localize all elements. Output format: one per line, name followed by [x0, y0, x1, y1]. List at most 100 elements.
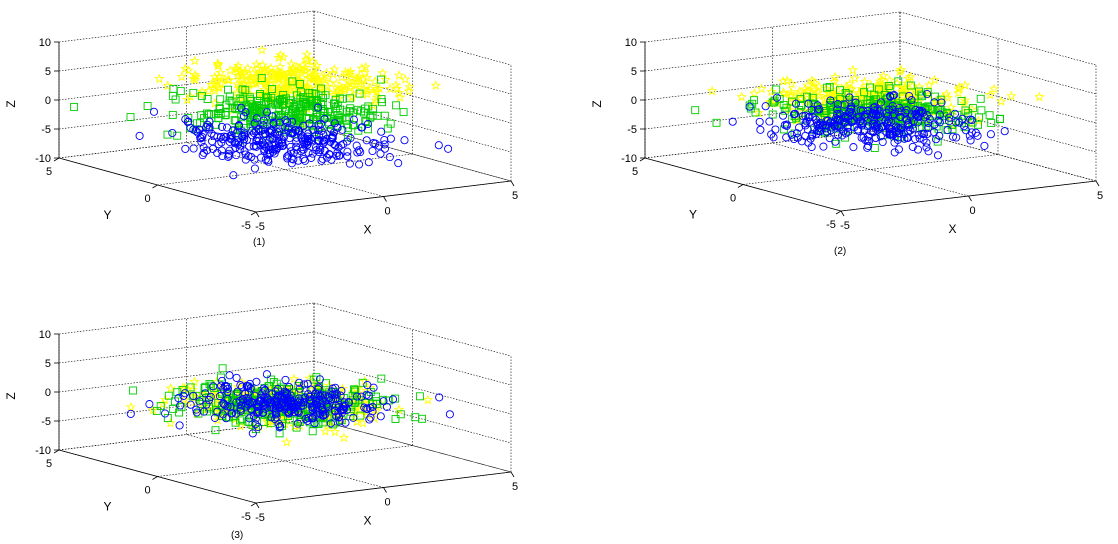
data-point — [314, 83, 326, 94]
data-point — [902, 99, 911, 108]
data-point — [202, 109, 211, 118]
data-point — [232, 70, 244, 81]
data-point — [265, 136, 274, 145]
data-point — [444, 144, 453, 153]
x-tick — [510, 180, 515, 187]
data-point — [192, 405, 201, 414]
data-point — [255, 136, 264, 145]
data-point — [195, 119, 204, 128]
data-point — [202, 400, 211, 409]
data-point — [902, 114, 911, 123]
data-point — [386, 134, 395, 143]
data-point — [222, 123, 232, 132]
data-point — [840, 100, 849, 109]
data-point — [307, 74, 318, 85]
data-point — [217, 381, 226, 390]
data-point — [780, 106, 789, 115]
circle-series — [728, 89, 1009, 160]
data-point — [877, 122, 886, 131]
data-point — [327, 68, 339, 79]
data-point — [808, 93, 817, 102]
data-point — [164, 391, 173, 400]
data-point — [237, 401, 246, 410]
data-point — [232, 381, 244, 392]
data-point — [218, 364, 227, 373]
data-point — [976, 94, 985, 103]
data-point — [917, 90, 926, 99]
data-point — [197, 137, 206, 147]
data-point — [232, 86, 243, 97]
grid-line — [772, 142, 969, 197]
data-point — [339, 83, 351, 94]
data-point — [383, 124, 392, 133]
data-point — [311, 89, 320, 98]
data-point — [314, 418, 323, 427]
data-point — [135, 131, 144, 140]
data-point — [914, 81, 925, 92]
x-axis-label: X — [363, 514, 371, 528]
data-point — [838, 131, 847, 140]
data-point — [360, 61, 371, 72]
grid-line — [313, 39, 512, 95]
data-point — [231, 104, 240, 113]
data-point — [777, 75, 789, 86]
data-point — [1034, 91, 1045, 102]
data-point — [244, 388, 253, 397]
data-point — [238, 382, 247, 391]
data-point — [232, 373, 241, 382]
data-point — [331, 95, 340, 104]
data-point — [288, 128, 297, 138]
data-point — [966, 136, 975, 145]
x-axis-label: X — [363, 223, 371, 237]
data-point — [275, 423, 284, 432]
data-point — [312, 130, 321, 140]
data-point — [782, 133, 791, 142]
data-point — [223, 387, 232, 396]
data-point — [241, 402, 250, 411]
data-point — [329, 426, 341, 437]
data-point — [878, 137, 887, 147]
data-point — [807, 142, 816, 152]
data-point — [977, 106, 986, 115]
data-point — [435, 393, 444, 402]
data-point — [821, 124, 831, 133]
data-point — [235, 416, 244, 425]
data-point — [206, 79, 217, 90]
data-point — [322, 405, 331, 414]
data-point — [273, 384, 282, 394]
y-tick-label: -5 — [826, 219, 836, 231]
data-point — [995, 95, 1007, 106]
data-point — [335, 83, 346, 94]
y-tick-label: 5 — [46, 458, 52, 470]
data-point — [215, 67, 226, 78]
x-tick — [1095, 180, 1100, 187]
data-point — [293, 419, 302, 428]
data-point — [335, 113, 344, 122]
data-point — [371, 85, 383, 96]
data-point — [831, 137, 840, 146]
data-point — [352, 141, 361, 150]
data-point — [311, 143, 321, 152]
data-point — [334, 143, 343, 152]
data-point — [197, 111, 206, 120]
data-point — [288, 77, 297, 86]
data-point — [212, 60, 224, 71]
data-point — [345, 66, 356, 77]
data-point — [176, 87, 185, 96]
grid-line — [313, 302, 512, 357]
data-point — [222, 133, 231, 142]
data-point — [168, 91, 177, 100]
z-axis-label: Z — [4, 392, 18, 399]
data-point — [954, 81, 965, 92]
z-tick-label: 0 — [45, 95, 51, 107]
data-point — [832, 114, 841, 123]
data-point — [968, 104, 977, 113]
data-point — [321, 91, 330, 100]
data-point — [205, 395, 214, 405]
data-point — [213, 407, 222, 416]
data-point — [212, 406, 221, 415]
data-point — [252, 377, 261, 386]
data-point — [756, 83, 767, 94]
data-point — [262, 370, 271, 379]
data-point — [211, 74, 222, 85]
